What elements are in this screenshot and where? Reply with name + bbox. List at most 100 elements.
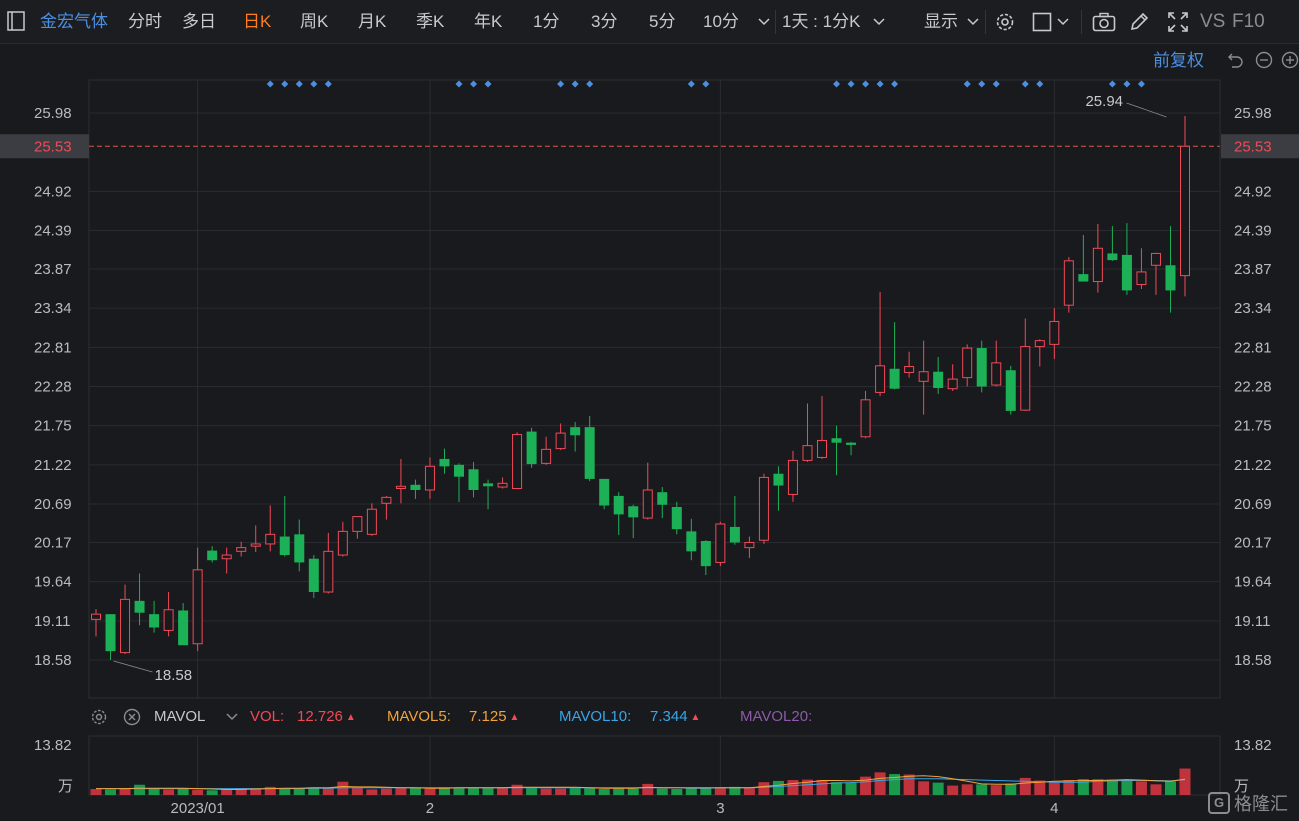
candle-body-down	[599, 478, 610, 506]
candle-body-up	[366, 508, 377, 535]
candle-body-up	[1136, 271, 1147, 285]
chevron-down-icon[interactable]	[756, 14, 772, 30]
zoom-out-icon[interactable]	[1254, 50, 1274, 70]
candle-body-down	[1005, 370, 1016, 411]
low-price-annotation: 18.58	[155, 667, 193, 684]
volume-bar-up	[903, 774, 915, 795]
y-tick-label-left: 24.39	[34, 223, 72, 240]
event-marker-icon	[1108, 80, 1116, 88]
stock-name[interactable]: 金宏气体	[40, 12, 108, 31]
x-tick-label: 2	[426, 800, 434, 817]
candle-body-up	[337, 530, 348, 556]
period-tab-quarterly-k[interactable]: 季K	[416, 12, 445, 31]
volume-bar-up	[1135, 781, 1147, 795]
y-tick-label-right: 18.58	[1234, 652, 1272, 669]
event-marker-icon	[992, 80, 1000, 88]
pencil-icon[interactable]	[1128, 11, 1150, 33]
candle-body-down	[410, 484, 421, 490]
gear-icon[interactable]	[89, 707, 109, 727]
volume-bar-up	[395, 788, 407, 795]
volume-bar-up	[787, 780, 799, 795]
candle-body-down	[526, 431, 537, 465]
camera-icon[interactable]	[1091, 11, 1117, 33]
volume-bar-up	[540, 788, 552, 795]
candle-body-up	[1180, 145, 1190, 277]
period-tab-5min[interactable]: 5分	[649, 12, 676, 31]
period-combo-select[interactable]: 1天 : 1分K	[782, 12, 861, 31]
volume-bar-down	[177, 788, 189, 795]
volume-bar-down	[598, 789, 610, 795]
chevron-down-icon[interactable]	[224, 710, 240, 724]
undo-icon[interactable]	[1225, 50, 1245, 70]
square-select-icon[interactable]	[1031, 11, 1053, 33]
toolbar-divider	[985, 10, 986, 34]
volume-bar-up	[1092, 779, 1104, 795]
period-tab-3min[interactable]: 3分	[591, 12, 618, 31]
candle-body-down	[584, 427, 595, 479]
indicator-name[interactable]: MAVOL	[154, 708, 206, 725]
volume-bar-up	[119, 788, 131, 795]
candle-body-up	[1049, 320, 1060, 345]
x-tick-label: 3	[716, 800, 724, 817]
candle-body-up	[1020, 346, 1031, 411]
period-tab-1min[interactable]: 1分	[533, 12, 560, 31]
candle-body-up	[192, 569, 203, 645]
y-tick-label-right: 22.28	[1234, 379, 1272, 396]
period-tab-weekly-k[interactable]: 周K	[300, 12, 329, 31]
watermark-logo: G 格隆汇	[1208, 790, 1288, 816]
vol-label: VOL:	[250, 708, 285, 725]
volume-bar-down	[889, 774, 901, 795]
volume-bar-down	[613, 788, 625, 795]
chevron-down-icon[interactable]	[871, 14, 887, 30]
volume-bar-down	[279, 788, 291, 795]
candle-body-up	[352, 516, 363, 532]
candle-body-up	[265, 533, 276, 545]
adjust-mode-label[interactable]: 前复权	[1153, 51, 1204, 70]
event-marker-icon	[978, 80, 986, 88]
candle-body-down	[1107, 253, 1118, 261]
volume-bar-down	[1005, 783, 1017, 795]
y-tick-label-right: 24.92	[1234, 183, 1272, 200]
volume-bar-up	[235, 788, 247, 795]
chevron-down-icon[interactable]	[1055, 14, 1071, 30]
candle-body-down	[1165, 265, 1176, 291]
volume-bar-up	[743, 787, 755, 795]
period-tab-daily-k[interactable]: 日K	[243, 12, 272, 31]
period-tab-10min[interactable]: 10分	[703, 12, 739, 31]
candle-body-up	[236, 547, 247, 552]
gear-icon[interactable]	[993, 10, 1017, 34]
period-tab-yearly-k[interactable]: 年K	[474, 12, 503, 31]
candle-body-up	[918, 371, 929, 382]
zoom-in-icon[interactable]	[1280, 50, 1299, 70]
volume-bar-down	[409, 787, 421, 795]
volume-bar-down	[148, 788, 160, 795]
period-tab-multiday[interactable]: 多日	[182, 12, 216, 31]
volume-max-label-right: 13.82	[1234, 737, 1272, 754]
volume-bar-up	[366, 789, 378, 795]
y-tick-label-left: 21.22	[34, 457, 72, 474]
vs-button[interactable]: VS	[1200, 11, 1226, 32]
period-tab-timeshare[interactable]: 分时	[128, 12, 162, 31]
y-tick-label-left: 20.69	[34, 496, 72, 513]
candle-body-down	[294, 534, 305, 563]
volume-bar-down	[1077, 779, 1089, 795]
chevron-down-icon[interactable]	[965, 14, 981, 30]
fullscreen-icon[interactable]	[1166, 10, 1190, 34]
volume-bar-up	[351, 788, 363, 795]
volume-bar-up	[961, 784, 973, 795]
y-tick-label-left: 22.81	[34, 339, 72, 356]
period-tab-monthly-k[interactable]: 月K	[358, 12, 387, 31]
event-marker-icon	[1021, 80, 1029, 88]
candle-body-down	[613, 495, 624, 515]
event-marker-icon	[571, 80, 579, 88]
event-marker-icon	[702, 80, 710, 88]
high-price-annotation: 25.94	[1085, 93, 1123, 110]
sidebar-toggle-icon[interactable]	[6, 11, 26, 31]
display-menu[interactable]: 显示	[924, 12, 958, 31]
candle-body-up	[860, 399, 871, 438]
close-icon[interactable]	[122, 707, 142, 727]
volume-bar-up	[714, 787, 726, 795]
candle-body-up	[947, 378, 958, 390]
f10-button[interactable]: F10	[1232, 11, 1265, 32]
